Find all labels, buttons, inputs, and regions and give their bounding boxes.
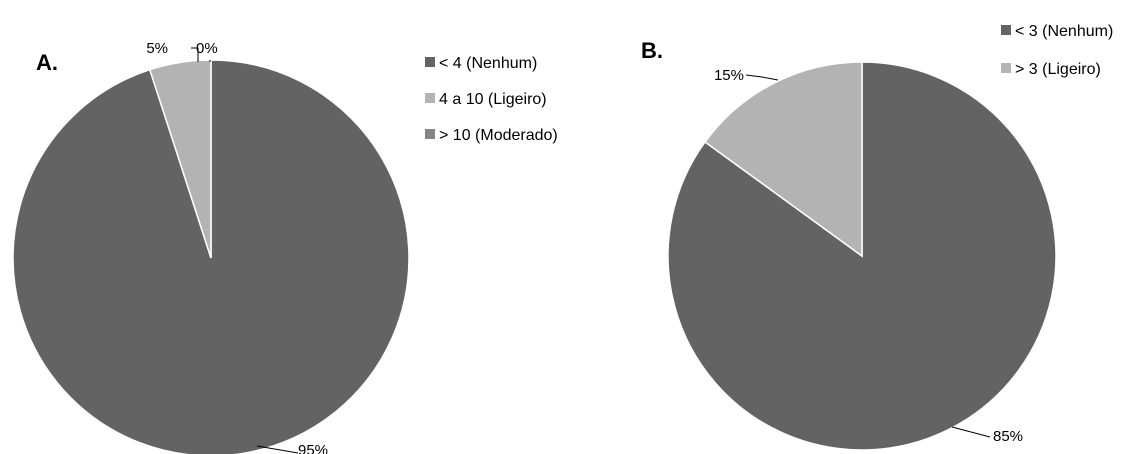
pie-slice-a-1 — [12, 59, 410, 454]
legend-label-b-1: < 3 (Nenhum) — [1015, 23, 1113, 40]
data-label-a-1: 95% — [298, 442, 328, 454]
panel-label-a: A. — [36, 50, 58, 75]
leader-line-b-1 — [951, 426, 991, 438]
legend-label-b-2: > 3 (Ligeiro) — [1015, 61, 1101, 78]
pie-chart-a: A. 95% 5% 0% < 4 (Nenhum) 4 a 10 (Ligeiro) >… — [12, 40, 558, 454]
pie-chart-b: B. 85% 15% < 3 (Nenhum) > 3 (Ligeiro) — [641, 23, 1113, 451]
data-label-b-1: 85% — [993, 428, 1023, 445]
leader-line-b-2 — [745, 74, 779, 81]
legend-swatch-a-3 — [425, 129, 435, 139]
data-label-b-2: 15% — [714, 67, 744, 84]
legend-swatch-b-1 — [1001, 25, 1011, 35]
leader-line-a-1 — [256, 445, 299, 454]
data-label-a-3: 0% — [196, 40, 218, 57]
pie-slice-a-2 — [148, 59, 212, 259]
leader-line-a-2 — [191, 47, 199, 62]
legend-a: < 4 (Nenhum) 4 a 10 (Ligeiro) > 10 (Modera… — [425, 55, 558, 144]
legend-label-a-2: 4 a 10 (Ligeiro) — [439, 91, 547, 108]
panel-label-b: B. — [641, 38, 663, 63]
data-label-a-2: 5% — [146, 40, 168, 57]
pie-slice-b-2 — [704, 61, 863, 258]
legend-swatch-b-2 — [1001, 63, 1011, 73]
legend-label-a-1: < 4 (Nenhum) — [439, 55, 537, 72]
legend-label-a-3: > 10 (Moderado) — [439, 127, 558, 144]
legend-b: < 3 (Nenhum) > 3 (Ligeiro) — [1001, 23, 1113, 78]
legend-swatch-a-2 — [425, 93, 435, 103]
legend-swatch-a-1 — [425, 57, 435, 67]
